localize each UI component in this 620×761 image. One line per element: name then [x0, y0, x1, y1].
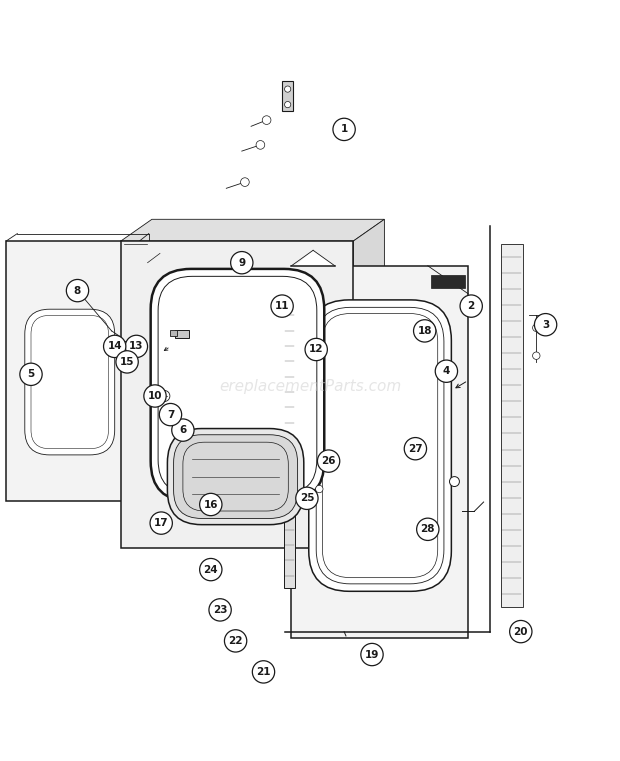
Circle shape — [172, 419, 194, 441]
FancyBboxPatch shape — [291, 343, 415, 514]
Text: 25: 25 — [299, 493, 314, 503]
FancyBboxPatch shape — [174, 435, 298, 518]
FancyBboxPatch shape — [119, 341, 130, 349]
FancyBboxPatch shape — [151, 269, 324, 501]
Circle shape — [116, 351, 138, 373]
Text: 15: 15 — [120, 357, 135, 367]
Text: 8: 8 — [74, 285, 81, 295]
FancyBboxPatch shape — [6, 241, 140, 501]
FancyBboxPatch shape — [25, 309, 115, 455]
Circle shape — [150, 512, 172, 534]
Text: 12: 12 — [309, 345, 324, 355]
Text: 3: 3 — [542, 320, 549, 330]
Text: 19: 19 — [365, 650, 379, 660]
Circle shape — [414, 320, 436, 342]
Polygon shape — [291, 250, 335, 269]
Circle shape — [333, 118, 355, 141]
Circle shape — [125, 336, 148, 358]
Circle shape — [327, 453, 334, 460]
Circle shape — [285, 86, 291, 92]
Circle shape — [305, 339, 327, 361]
FancyBboxPatch shape — [282, 81, 293, 111]
Text: 21: 21 — [256, 667, 271, 677]
Text: 17: 17 — [154, 518, 169, 528]
FancyBboxPatch shape — [284, 309, 295, 588]
FancyBboxPatch shape — [121, 241, 353, 548]
Text: 27: 27 — [408, 444, 423, 454]
Circle shape — [533, 324, 540, 332]
Circle shape — [200, 559, 222, 581]
Circle shape — [510, 620, 532, 643]
Text: 22: 22 — [228, 636, 243, 646]
Text: 13: 13 — [129, 342, 144, 352]
FancyBboxPatch shape — [167, 428, 304, 524]
Circle shape — [159, 403, 182, 425]
Text: 9: 9 — [238, 258, 246, 268]
Circle shape — [271, 295, 293, 317]
Circle shape — [262, 116, 271, 125]
Circle shape — [209, 599, 231, 621]
Text: 11: 11 — [275, 301, 290, 311]
Circle shape — [241, 178, 249, 186]
Text: ereplacementParts.com: ereplacementParts.com — [219, 379, 401, 394]
Circle shape — [417, 518, 439, 540]
Circle shape — [159, 390, 170, 402]
Circle shape — [435, 360, 458, 382]
Circle shape — [66, 279, 89, 302]
Text: 23: 23 — [213, 605, 228, 615]
Circle shape — [200, 493, 222, 516]
FancyBboxPatch shape — [501, 244, 523, 607]
Circle shape — [361, 643, 383, 666]
Polygon shape — [353, 219, 384, 548]
Circle shape — [450, 476, 459, 486]
Text: 7: 7 — [167, 409, 174, 419]
Text: 5: 5 — [27, 369, 35, 379]
Circle shape — [533, 352, 540, 359]
Text: 4: 4 — [443, 366, 450, 376]
Text: 18: 18 — [417, 326, 432, 336]
FancyBboxPatch shape — [170, 330, 177, 336]
Circle shape — [296, 487, 318, 509]
FancyBboxPatch shape — [131, 342, 143, 352]
Text: 28: 28 — [420, 524, 435, 534]
Text: 1: 1 — [340, 124, 348, 135]
Circle shape — [460, 295, 482, 317]
FancyBboxPatch shape — [431, 275, 465, 288]
Circle shape — [104, 336, 126, 358]
Text: 10: 10 — [148, 391, 162, 401]
Text: 24: 24 — [203, 565, 218, 575]
FancyBboxPatch shape — [291, 266, 468, 638]
Text: 16: 16 — [203, 499, 218, 510]
Circle shape — [534, 314, 557, 336]
Circle shape — [404, 438, 427, 460]
Text: 26: 26 — [321, 456, 336, 466]
Circle shape — [256, 141, 265, 149]
Text: 14: 14 — [107, 342, 122, 352]
Circle shape — [317, 450, 340, 473]
Circle shape — [252, 661, 275, 683]
Circle shape — [144, 385, 166, 407]
Text: 6: 6 — [179, 425, 187, 435]
FancyBboxPatch shape — [175, 330, 189, 339]
Text: 2: 2 — [467, 301, 475, 311]
Circle shape — [20, 363, 42, 386]
Text: 20: 20 — [513, 626, 528, 637]
FancyBboxPatch shape — [309, 300, 451, 591]
Polygon shape — [121, 219, 384, 241]
Circle shape — [285, 101, 291, 108]
Circle shape — [231, 252, 253, 274]
Circle shape — [224, 630, 247, 652]
Circle shape — [316, 486, 323, 492]
